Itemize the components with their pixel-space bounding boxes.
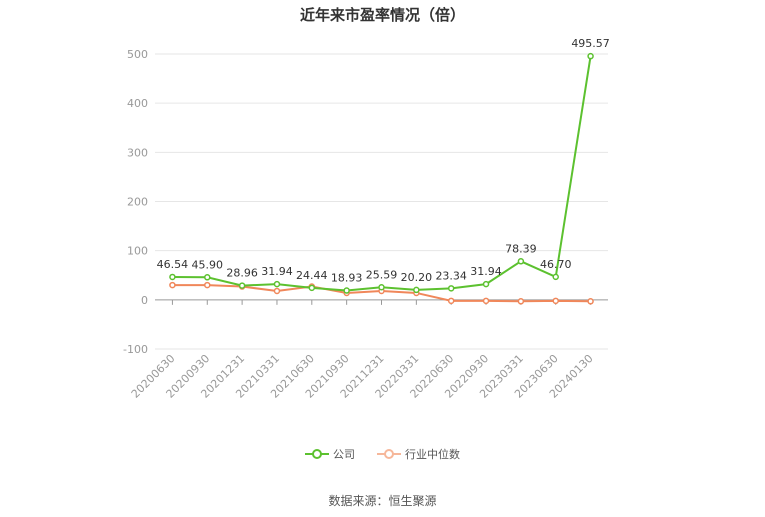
data-point-company bbox=[517, 258, 525, 265]
y-axis-ticks: -100 0 100 200 300 400 500 bbox=[123, 48, 148, 356]
data-point-company bbox=[343, 287, 350, 294]
data-label: 28.96 bbox=[226, 267, 258, 280]
legend-company-icon bbox=[305, 449, 329, 459]
data-point-company bbox=[378, 284, 385, 291]
y-tick-label: 0 bbox=[141, 294, 148, 307]
data-point-company bbox=[552, 273, 559, 281]
data-point-company bbox=[204, 274, 211, 281]
x-axis-ticks: 2020063020200930202012312021033120210630… bbox=[129, 299, 596, 401]
data-point-industry-median bbox=[447, 297, 455, 305]
y-tick-label: -100 bbox=[123, 343, 148, 356]
legend-company-label: 公司 bbox=[333, 448, 355, 461]
data-label: 78.39 bbox=[505, 242, 537, 255]
legend-industry-icon bbox=[377, 449, 401, 459]
series-line-company bbox=[172, 56, 592, 292]
data-source: 数据来源：恒生聚源 bbox=[328, 494, 437, 508]
data-point-company bbox=[308, 284, 316, 292]
data-label: 23.34 bbox=[435, 269, 467, 282]
data-point-industry-median bbox=[552, 297, 559, 305]
y-tick-label: 200 bbox=[127, 196, 148, 209]
data-point-company bbox=[169, 273, 176, 281]
series-group bbox=[169, 52, 594, 305]
y-tick-label: 500 bbox=[127, 48, 148, 61]
data-point-company bbox=[482, 280, 490, 288]
data-label: 18.93 bbox=[331, 272, 363, 285]
data-point-industry-median bbox=[204, 281, 211, 289]
grid-lines bbox=[155, 53, 608, 350]
data-point-industry-median bbox=[517, 298, 525, 305]
data-point-company bbox=[413, 286, 420, 294]
data-point-company bbox=[238, 282, 246, 289]
data-point-industry-median bbox=[482, 297, 490, 305]
data-label: 20.20 bbox=[401, 271, 433, 284]
y-tick-label: 100 bbox=[127, 245, 148, 258]
data-label: 495.57 bbox=[571, 37, 610, 50]
data-point-company bbox=[273, 280, 281, 288]
data-label: 24.44 bbox=[296, 269, 328, 282]
data-point-industry-median bbox=[587, 298, 594, 305]
legend-item-industry-median[interactable]: 行业中位数 bbox=[377, 446, 460, 462]
legend-item-company[interactable]: 公司 bbox=[305, 446, 355, 462]
data-label: 31.94 bbox=[261, 265, 293, 278]
chart-title: 近年来市盈率情况（倍） bbox=[299, 6, 465, 24]
legend: 公司 行业中位数 bbox=[0, 446, 765, 462]
data-label: 45.90 bbox=[192, 258, 224, 271]
data-point-company bbox=[447, 285, 455, 292]
data-point-industry-median bbox=[273, 287, 281, 295]
y-tick-label: 400 bbox=[127, 97, 148, 110]
data-point-company bbox=[587, 52, 594, 60]
y-tick-label: 300 bbox=[127, 146, 148, 159]
data-label: 31.94 bbox=[470, 265, 502, 278]
data-label: 25.59 bbox=[366, 268, 398, 281]
data-label: 46.54 bbox=[157, 258, 189, 271]
legend-industry-label: 行业中位数 bbox=[405, 448, 460, 461]
data-label: 46.70 bbox=[540, 258, 572, 271]
data-point-industry-median bbox=[169, 281, 176, 289]
